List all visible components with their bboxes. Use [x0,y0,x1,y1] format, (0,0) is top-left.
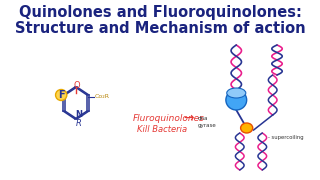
Text: Structure and Mechanism of action: Structure and Mechanism of action [15,21,305,35]
Text: O: O [74,80,81,89]
Ellipse shape [226,90,247,110]
Ellipse shape [241,123,253,133]
Ellipse shape [227,88,246,98]
Text: - supercoiling: - supercoiling [268,136,304,141]
Text: Quinolones and Fluoroquinolones:: Quinolones and Fluoroquinolones: [19,4,301,19]
Text: Kill Bacteria: Kill Bacteria [137,125,187,134]
Text: dna
gyrase: dna gyrase [197,116,216,128]
Ellipse shape [56,89,67,100]
Text: N: N [75,110,82,119]
Text: R: R [76,119,81,128]
Text: →: → [183,111,194,125]
Text: Co₂R: Co₂R [95,94,109,99]
Text: Fluroquinolones: Fluroquinolones [132,114,204,123]
Text: F: F [58,90,65,100]
